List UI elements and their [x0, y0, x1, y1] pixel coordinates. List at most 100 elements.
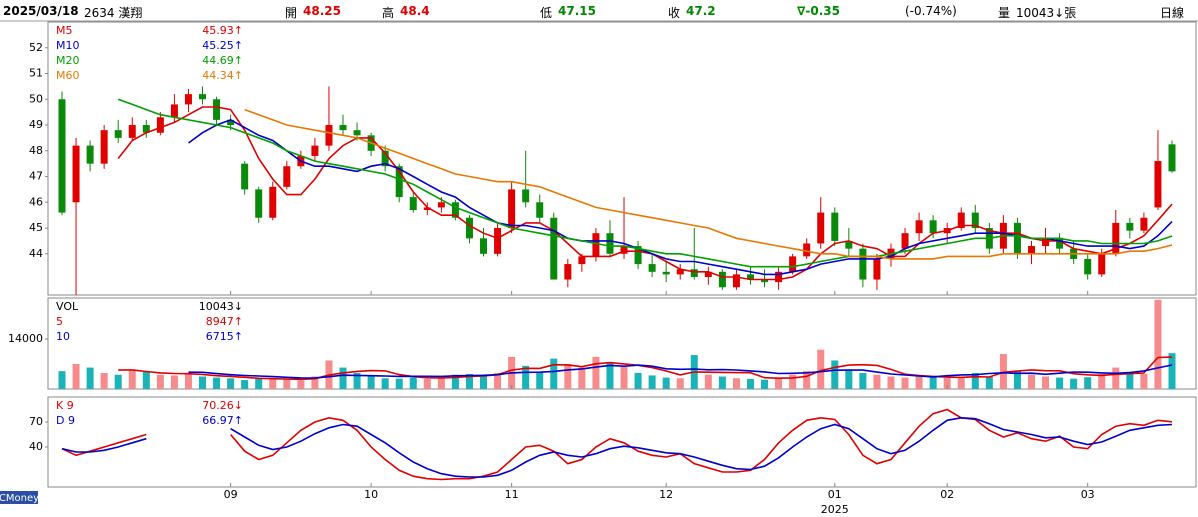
candle-body	[662, 271, 670, 275]
series-line	[188, 364, 1173, 379]
volume-bar	[985, 376, 993, 389]
candle-body	[648, 264, 656, 272]
volume-bar	[536, 371, 544, 389]
candle-body	[789, 256, 797, 272]
candle-body	[606, 233, 614, 254]
x-tick-label: 02	[940, 488, 954, 501]
volume-bar	[634, 372, 642, 389]
volume-bar	[859, 372, 867, 389]
brand: CMoney	[0, 493, 39, 504]
candle-body	[676, 269, 684, 275]
y-tick-label: 40	[29, 440, 43, 453]
volume-bar	[423, 379, 431, 389]
volume-bar	[437, 376, 445, 389]
candle-body	[1056, 238, 1064, 249]
change: ∇-0.35	[797, 4, 840, 18]
volume-bar	[1154, 299, 1162, 389]
series-line	[61, 416, 1173, 478]
volume-bar	[620, 366, 628, 389]
candle-body	[1027, 246, 1035, 254]
volume-bar	[592, 356, 600, 389]
y-tick-label: 52	[29, 41, 43, 54]
volume-label: 量	[998, 6, 1011, 20]
candle-body	[620, 246, 628, 254]
candle-body	[311, 145, 319, 156]
candle-body	[1098, 253, 1106, 275]
volume-bar	[100, 372, 108, 389]
volume-bar	[578, 367, 586, 389]
candle-body	[704, 271, 712, 277]
legend-name: K 9	[56, 399, 74, 412]
legend-value: 10043↓	[199, 300, 243, 313]
candle-body	[817, 212, 825, 244]
kd-panel	[47, 396, 1197, 488]
volume-bar	[184, 374, 192, 389]
volume-bar	[227, 378, 235, 389]
candle-body	[100, 130, 108, 164]
volume-bar	[1070, 378, 1078, 389]
series-line	[244, 108, 1173, 260]
y-tick-label: 47	[29, 170, 43, 183]
candle-body	[283, 166, 291, 187]
change-pct: (-0.74%)	[905, 4, 957, 18]
x-tick-label: 12	[659, 488, 673, 501]
x-tick-label: 09	[224, 488, 238, 501]
series-line	[188, 119, 1173, 276]
volume-bar	[943, 377, 951, 389]
candle-body	[241, 163, 249, 190]
candle-body	[592, 233, 600, 257]
series-line	[117, 106, 1173, 281]
volume-bar	[241, 380, 249, 389]
candle-body	[325, 125, 333, 146]
y-tick-label: 49	[29, 118, 43, 131]
volume-bar	[480, 375, 488, 389]
volume-bar	[409, 377, 417, 389]
volume-bar	[915, 376, 923, 389]
legend-name: VOL	[56, 300, 79, 313]
candle-body	[803, 243, 811, 257]
candle-body	[423, 207, 431, 211]
series-line	[117, 98, 1173, 268]
price-panel	[47, 21, 1197, 296]
volume-bar	[311, 376, 319, 389]
volume-bar	[1098, 374, 1106, 389]
volume: 10043↓張	[1016, 6, 1077, 20]
volume-bar	[550, 358, 558, 389]
candle-body	[1126, 222, 1134, 231]
candle-body	[929, 220, 937, 234]
candle-body	[1042, 238, 1050, 247]
candle-body	[957, 212, 965, 229]
candle-body	[142, 125, 150, 133]
volume-bar	[199, 376, 207, 389]
y-tick-label: 50	[29, 92, 43, 105]
volume-bar	[395, 378, 403, 389]
legend-value: 8947↑	[206, 315, 243, 328]
y-tick-label: 46	[29, 195, 43, 208]
candle-body	[339, 125, 347, 131]
volume-bar	[367, 375, 375, 389]
volume-bar	[676, 378, 684, 389]
candle-body	[746, 274, 754, 280]
date: 2025/03/18	[3, 4, 79, 18]
candle-body	[915, 220, 923, 234]
candle-body	[255, 189, 263, 218]
candle-body	[634, 246, 642, 265]
legend-name: M10	[56, 39, 80, 52]
volume-bar	[648, 375, 656, 389]
volume-bar	[732, 378, 740, 389]
volume-bar	[1140, 374, 1148, 389]
volume-bar	[873, 374, 881, 389]
high: 48.4	[400, 4, 430, 18]
volume-bar	[1112, 367, 1120, 389]
candle-body	[718, 271, 726, 288]
volume-bar	[957, 378, 965, 389]
volume-bar	[353, 372, 361, 389]
candle-body	[522, 189, 530, 203]
candle-body	[845, 240, 853, 249]
volume-bar	[1056, 377, 1064, 389]
volume-bar	[255, 379, 263, 389]
candle-body	[269, 186, 277, 218]
volume-bar	[1126, 371, 1134, 389]
volume-bar	[1013, 371, 1021, 389]
